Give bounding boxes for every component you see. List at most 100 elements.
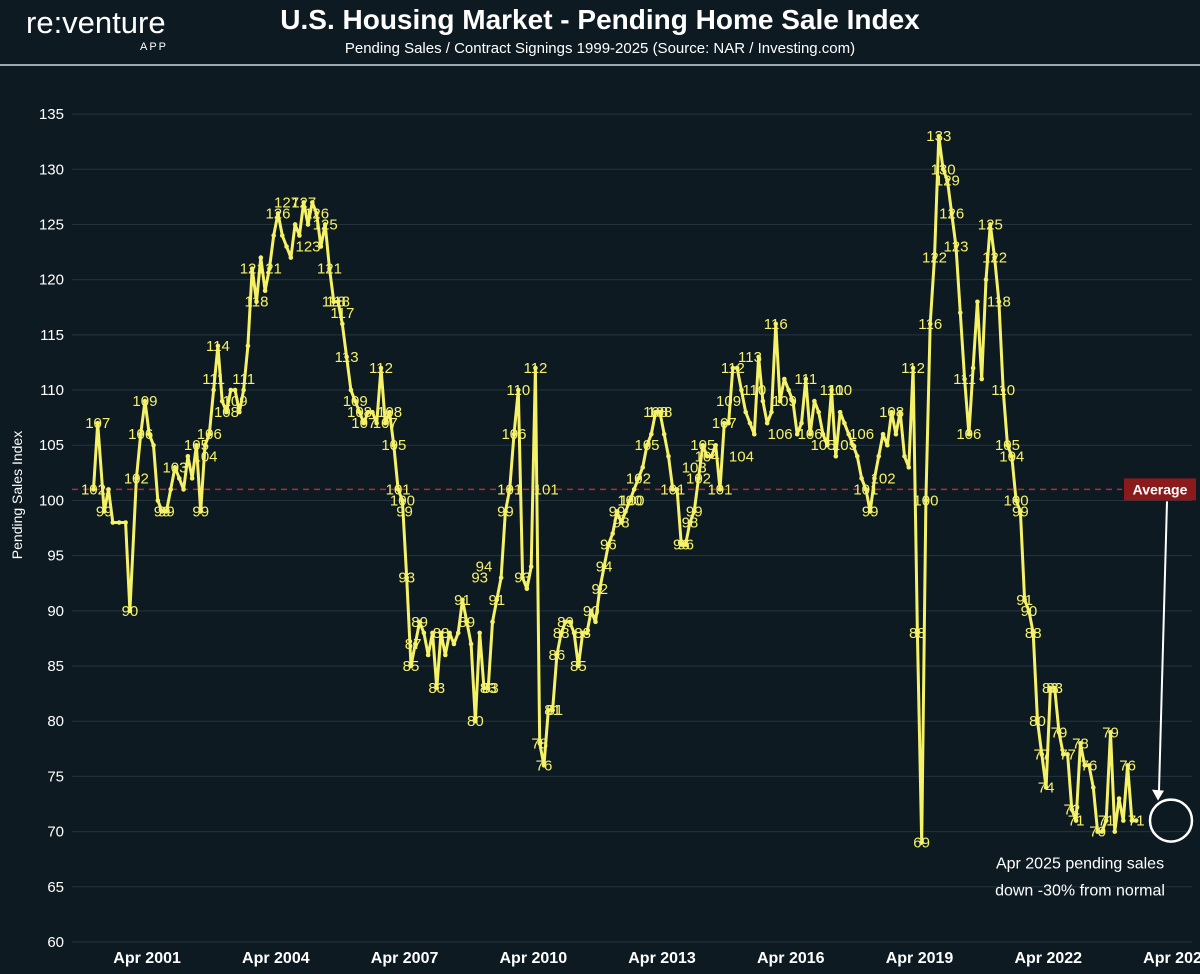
data-point (627, 498, 633, 503)
data-point (1086, 763, 1092, 768)
data-point (683, 542, 688, 547)
data-point (1026, 608, 1032, 614)
data-label: 102 (686, 470, 711, 487)
data-point (782, 376, 787, 382)
data-point (468, 641, 474, 647)
data-label: 117 (330, 305, 354, 322)
data-label: 118 (322, 294, 346, 311)
data-label: 102 (124, 470, 149, 487)
data-point (116, 520, 122, 525)
data-point (1133, 818, 1139, 823)
data-labels: 1071029990106109102991039910599104111106… (81, 128, 1145, 851)
data-point (322, 222, 328, 227)
data-point (747, 420, 753, 426)
x-tick-label: Apr 2004 (242, 950, 310, 967)
x-tick-label: Apr 2019 (886, 950, 954, 967)
data-label: 96 (673, 537, 690, 554)
data-point (597, 586, 603, 592)
data-point (1030, 630, 1036, 636)
data-point (546, 707, 551, 713)
data-point (241, 387, 246, 393)
data-point (726, 420, 731, 426)
data-label: 105 (690, 437, 715, 454)
data-label: 106 (956, 426, 981, 443)
data-point (842, 420, 847, 426)
data-label: 72 (1064, 802, 1081, 819)
data-label: 108 (347, 404, 372, 421)
series-line (92, 134, 1137, 845)
data-label: 118 (326, 294, 350, 311)
data-label: 107 (85, 415, 110, 432)
data-point (95, 420, 101, 426)
data-point (897, 409, 903, 415)
data-point (717, 487, 723, 492)
data-label: 79 (1102, 724, 1119, 741)
data-label: 76 (1081, 757, 1098, 774)
data-point (404, 575, 410, 581)
y-tick-label: 100 (39, 492, 64, 509)
data-point (164, 509, 169, 514)
data-label: 99 (154, 503, 171, 520)
data-label: 98 (613, 515, 630, 532)
data-label: 113 (738, 349, 762, 366)
data-label: 70 (1089, 824, 1106, 841)
data-point (820, 431, 826, 437)
data-label: 88 (909, 625, 926, 642)
data-label: 71 (1128, 813, 1145, 830)
data-point (395, 487, 401, 492)
data-label: 109 (772, 393, 797, 410)
data-point (975, 299, 980, 305)
data-point (1103, 818, 1109, 823)
average-badge: Average (1124, 478, 1196, 501)
data-point (443, 652, 448, 658)
data-label: 103 (682, 459, 707, 476)
annotation-circle (1148, 798, 1194, 843)
data-point (812, 398, 817, 404)
data-label: 114 (206, 338, 230, 355)
data-label: 110 (991, 382, 1015, 399)
data-label: 100 (913, 492, 938, 509)
x-tick-label: Apr 2025 (1143, 950, 1200, 967)
data-point (919, 840, 924, 845)
data-point (101, 509, 107, 514)
grid-lines (72, 113, 1192, 943)
data-point (601, 564, 607, 569)
data-point (249, 266, 255, 271)
data-point (340, 321, 345, 327)
data-point (932, 255, 937, 260)
data-point (228, 387, 234, 393)
data-point (567, 619, 573, 625)
data-point (558, 630, 564, 636)
data-point (833, 453, 839, 459)
data-point (123, 520, 128, 525)
data-label: 90 (122, 603, 139, 620)
data-point (357, 409, 362, 415)
data-point (460, 597, 465, 603)
data-label: 101 (386, 481, 411, 498)
data-label: 89 (411, 614, 428, 631)
data-point (721, 420, 727, 426)
data-point (786, 387, 791, 393)
data-point (777, 398, 783, 404)
data-label: 106 (849, 426, 874, 443)
data-point (1022, 597, 1027, 603)
data-label: 71 (1068, 813, 1085, 830)
data-point (580, 630, 585, 636)
data-point (207, 431, 212, 437)
data-point (751, 431, 757, 437)
data-point (859, 476, 864, 481)
data-point (275, 211, 281, 216)
data-point (794, 431, 800, 437)
data-point (370, 409, 375, 415)
data-label: 105 (995, 437, 1020, 454)
data-point (790, 398, 796, 404)
data-point (606, 542, 611, 547)
data-point (906, 465, 912, 470)
data-label: 104 (729, 448, 754, 465)
data-label: 112 (369, 360, 393, 377)
data-label: 105 (810, 437, 835, 454)
annotation-line-2: down -30% from normal (995, 883, 1165, 900)
data-point (927, 321, 933, 327)
x-tick-label: Apr 2001 (113, 950, 181, 967)
x-tick-label: Apr 2016 (757, 950, 825, 967)
